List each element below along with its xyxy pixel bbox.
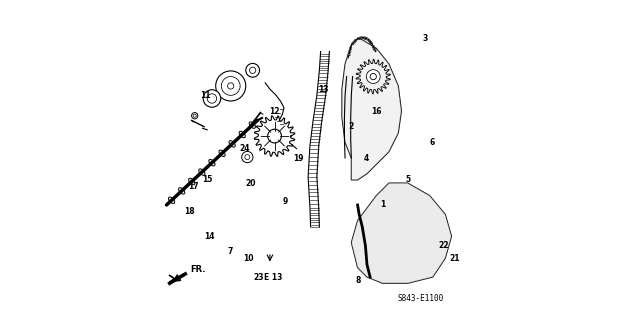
Text: 4: 4 (364, 154, 369, 162)
Text: 19: 19 (293, 154, 303, 162)
Ellipse shape (199, 169, 205, 175)
Circle shape (221, 76, 240, 95)
Circle shape (359, 37, 362, 40)
Circle shape (366, 70, 380, 83)
Circle shape (191, 112, 198, 119)
Circle shape (365, 37, 367, 40)
Text: 14: 14 (205, 232, 215, 241)
Circle shape (370, 73, 376, 80)
Text: 12: 12 (269, 106, 280, 116)
Text: 9: 9 (283, 198, 288, 206)
Text: 13: 13 (318, 85, 328, 94)
Text: 3: 3 (422, 34, 428, 44)
Polygon shape (170, 274, 184, 283)
Text: 24: 24 (239, 144, 250, 153)
Circle shape (216, 71, 246, 101)
Text: 18: 18 (184, 207, 195, 216)
Circle shape (351, 42, 354, 45)
Circle shape (371, 43, 373, 45)
Text: 1: 1 (380, 200, 385, 210)
Polygon shape (342, 39, 401, 180)
Text: 15: 15 (202, 175, 212, 185)
Circle shape (357, 37, 360, 40)
Circle shape (242, 151, 253, 163)
Ellipse shape (239, 131, 245, 138)
Circle shape (349, 47, 352, 50)
Polygon shape (351, 183, 452, 283)
Text: 21: 21 (449, 254, 460, 263)
Circle shape (348, 53, 350, 56)
Ellipse shape (168, 197, 175, 204)
Text: 8: 8 (356, 276, 361, 285)
Circle shape (193, 114, 196, 117)
Text: 17: 17 (188, 182, 198, 191)
Text: 22: 22 (438, 241, 449, 250)
Text: 11: 11 (200, 91, 211, 100)
Ellipse shape (219, 150, 225, 156)
Circle shape (368, 40, 371, 42)
Circle shape (268, 129, 282, 143)
Text: 2: 2 (349, 122, 354, 131)
Circle shape (246, 64, 260, 77)
Ellipse shape (209, 160, 215, 166)
Ellipse shape (179, 188, 185, 194)
Text: 23: 23 (253, 272, 264, 282)
Circle shape (228, 83, 234, 89)
Ellipse shape (249, 122, 255, 128)
Circle shape (245, 155, 250, 160)
Text: S843-E1100: S843-E1100 (397, 295, 444, 303)
Circle shape (207, 94, 216, 103)
Circle shape (366, 38, 369, 40)
Text: E 13: E 13 (264, 272, 282, 282)
Ellipse shape (229, 141, 236, 147)
Text: 16: 16 (371, 106, 381, 116)
Circle shape (373, 47, 376, 50)
Circle shape (250, 67, 256, 73)
Text: 10: 10 (243, 254, 254, 263)
Text: 5: 5 (405, 175, 410, 185)
Ellipse shape (189, 178, 195, 185)
Circle shape (355, 39, 357, 42)
Text: 20: 20 (245, 179, 256, 188)
Circle shape (364, 37, 366, 39)
Text: FR.: FR. (190, 265, 205, 274)
Circle shape (369, 41, 372, 44)
Circle shape (349, 50, 351, 53)
Circle shape (360, 37, 363, 39)
Circle shape (372, 46, 374, 48)
Circle shape (374, 49, 376, 51)
Text: 6: 6 (429, 138, 435, 147)
Circle shape (353, 41, 355, 43)
Circle shape (203, 90, 221, 107)
Text: 7: 7 (227, 247, 232, 257)
